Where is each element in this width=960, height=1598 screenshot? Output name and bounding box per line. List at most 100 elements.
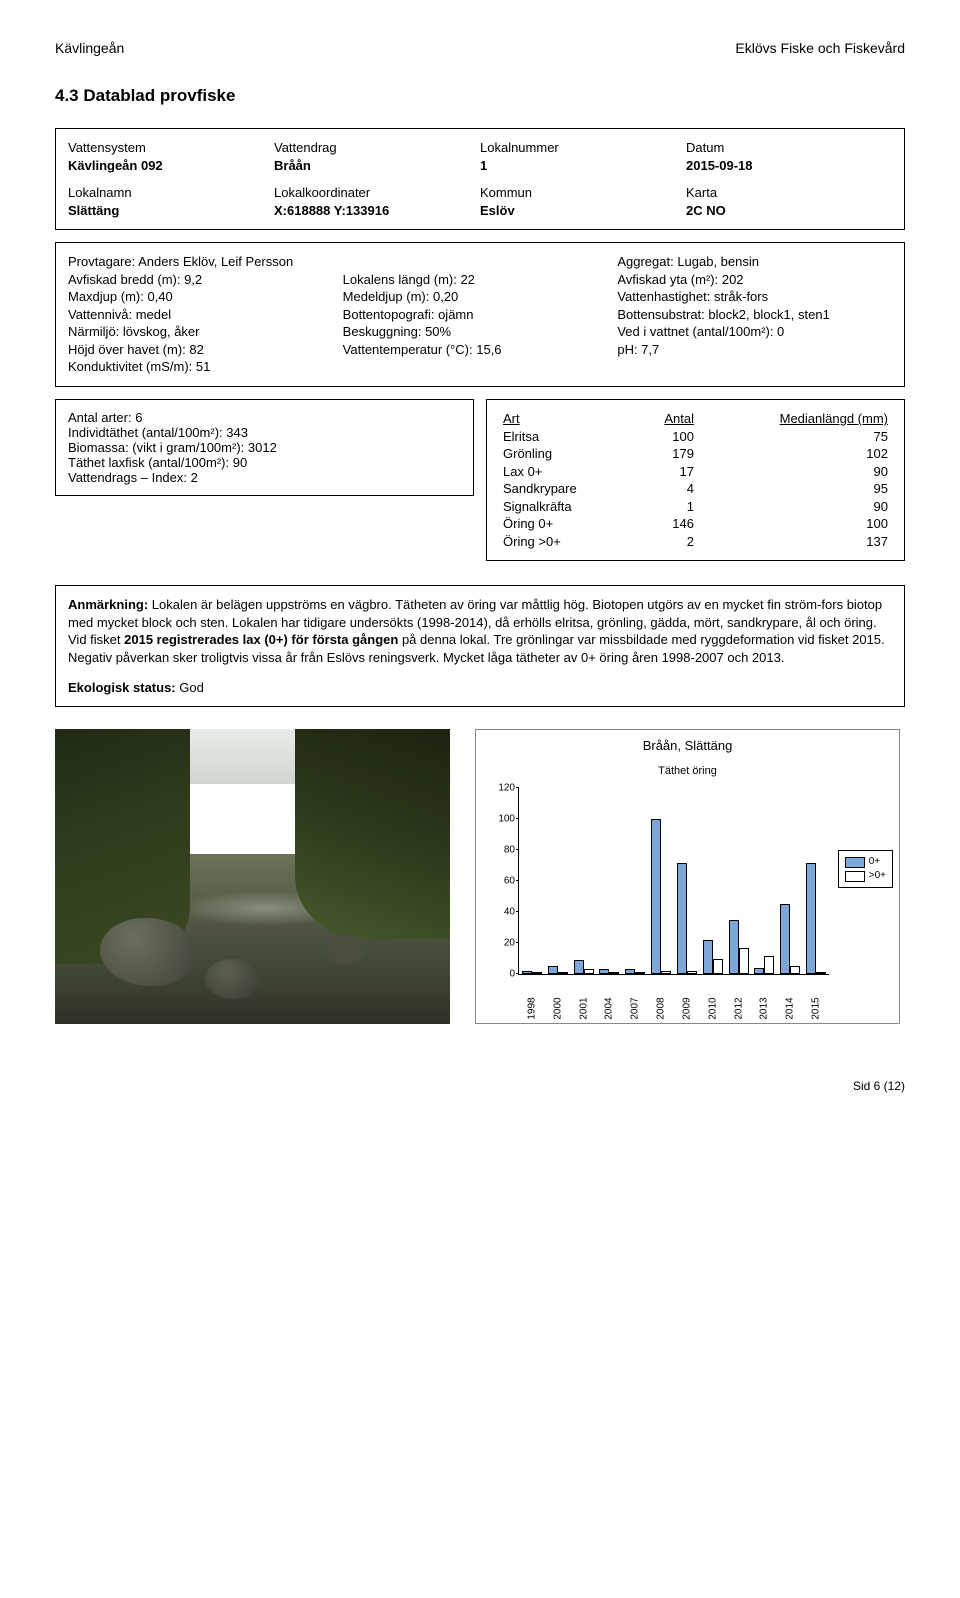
page-header: Kävlingeån Eklövs Fiske och Fiskevård <box>55 40 905 56</box>
bar-series0 <box>806 863 816 975</box>
label-kommun: Kommun <box>480 184 686 202</box>
val-lokalnamn: Slättäng <box>68 202 274 220</box>
bar-group: 2015 <box>803 788 829 974</box>
ytick-label: 40 <box>487 907 515 918</box>
status-label: Ekologisk status: <box>68 680 176 695</box>
label-vattendrag: Vattendrag <box>274 139 480 157</box>
cell-medianlangd: 90 <box>698 498 892 516</box>
col-medianlangd: Medianlängd (mm) <box>698 410 892 428</box>
metadata-box: Vattensystem Vattendrag Lokalnummer Datu… <box>55 128 905 230</box>
table-row: Lax 0+ 17 90 <box>499 463 892 481</box>
cell-antal: 2 <box>635 533 698 551</box>
bar-group: 2013 <box>751 788 777 974</box>
status-val: God <box>176 680 204 695</box>
val-vattendrag: Bråån <box>274 157 480 175</box>
konduktivitet: Konduktivitet (mS/m): 51 <box>68 358 343 376</box>
val-vattensystem: Kävlingeån 092 <box>68 157 274 175</box>
chart-title: Bråån, Slättäng <box>476 738 899 753</box>
cell-medianlangd: 100 <box>698 515 892 533</box>
label-lokalkoord: Lokalkoordinater <box>274 184 480 202</box>
narmiljo: Närmiljö: lövskog, åker <box>68 323 343 341</box>
x-label: 2010 <box>707 998 718 1020</box>
cell-antal: 179 <box>635 445 698 463</box>
aggregat: Aggregat: Lugab, bensin <box>617 253 892 271</box>
density-chart: Bråån, Slättäng Täthet öring 02040608010… <box>475 729 900 1024</box>
species-box: Art Antal Medianlängd (mm) Elritsa 100 7… <box>486 399 905 561</box>
bar-group: 2009 <box>674 788 700 974</box>
bar-group: 2000 <box>545 788 571 974</box>
bar-series0 <box>677 863 687 975</box>
cell-medianlangd: 102 <box>698 445 892 463</box>
ved-i-vattnet: Ved i vattnet (antal/100m²): 0 <box>617 323 892 341</box>
header-left: Kävlingeån <box>55 40 124 56</box>
bar-series1 <box>790 966 800 974</box>
bar-series0 <box>574 960 584 974</box>
legend-swatch-1 <box>845 871 865 882</box>
bar-series1 <box>764 956 774 975</box>
bar-series0 <box>780 904 790 974</box>
provtagare: Provtagare: Anders Eklöv, Leif Persson <box>68 253 617 271</box>
species-table: Art Antal Medianlängd (mm) Elritsa 100 7… <box>499 410 892 550</box>
summary-box: Antal arter: 6 Individtäthet (antal/100m… <box>55 399 474 496</box>
x-label: 2013 <box>759 998 770 1020</box>
bar-series0 <box>548 966 558 974</box>
bar-group: 2012 <box>726 788 752 974</box>
cell-art: Elritsa <box>499 428 635 446</box>
bar-series1 <box>713 959 723 975</box>
x-label: 2008 <box>656 998 667 1020</box>
val-kommun: Eslöv <box>480 202 686 220</box>
bar-series0 <box>599 969 609 974</box>
avfiskad-yta: Avfiskad yta (m²): 202 <box>617 271 892 289</box>
table-row: Grönling 179 102 <box>499 445 892 463</box>
bottentopografi: Bottentopografi: ojämn <box>343 306 618 324</box>
beskuggning: Beskuggning: 50% <box>343 323 618 341</box>
x-label: 2004 <box>604 998 615 1020</box>
col-art: Art <box>499 410 635 428</box>
x-label: 2007 <box>630 998 641 1020</box>
cell-art: Sandkrypare <box>499 480 635 498</box>
cell-medianlangd: 75 <box>698 428 892 446</box>
val-lokalkoord: X:618888 Y:133916 <box>274 202 480 220</box>
bar-group: 1998 <box>519 788 545 974</box>
antal-arter: Antal arter: 6 <box>68 410 461 425</box>
legend-label-1: >0+ <box>869 869 886 883</box>
vattenhastighet: Vattenhastighet: stråk-fors <box>617 288 892 306</box>
legend-swatch-0 <box>845 857 865 868</box>
label-lokalnamn: Lokalnamn <box>68 184 274 202</box>
cell-art: Signalkräfta <box>499 498 635 516</box>
chart-legend: 0+ >0+ <box>838 850 893 888</box>
bar-group: 2001 <box>571 788 597 974</box>
remark-bold2: 2015 registrerades lax (0+) för första g… <box>124 632 398 647</box>
cell-art: Grönling <box>499 445 635 463</box>
bottensubstrat: Bottensubstrat: block2, block1, sten1 <box>617 306 892 324</box>
bar-series0 <box>729 920 739 974</box>
cell-antal: 1 <box>635 498 698 516</box>
table-row: Öring 0+ 146 100 <box>499 515 892 533</box>
x-label: 2000 <box>552 998 563 1020</box>
biomassa: Biomassa: (vikt i gram/100m²): 3012 <box>68 440 461 455</box>
col-antal: Antal <box>635 410 698 428</box>
ytick-label: 20 <box>487 938 515 949</box>
parameters-box: Provtagare: Anders Eklöv, Leif PerssonAg… <box>55 242 905 387</box>
bar-group: 2010 <box>700 788 726 974</box>
bar-series0 <box>651 819 661 974</box>
ytick-label: 60 <box>487 876 515 887</box>
cell-art: Lax 0+ <box>499 463 635 481</box>
val-datum: 2015-09-18 <box>686 157 892 175</box>
ytick-label: 120 <box>487 783 515 794</box>
bar-series0 <box>522 971 532 974</box>
bar-series1 <box>816 972 826 974</box>
x-label: 2014 <box>785 998 796 1020</box>
x-label: 2001 <box>578 998 589 1020</box>
x-label: 1998 <box>526 998 537 1020</box>
tathet-laxfisk: Täthet laxfisk (antal/100m²): 90 <box>68 455 461 470</box>
remark-box: Anmärkning: Lokalen är belägen uppströms… <box>55 585 905 707</box>
bar-series1 <box>635 972 645 974</box>
vattentemp: Vattentemperatur (°C): 15,6 <box>343 341 618 359</box>
locale-photo <box>55 729 450 1024</box>
cell-art: Öring >0+ <box>499 533 635 551</box>
bar-group: 2004 <box>596 788 622 974</box>
page-footer: Sid 6 (12) <box>55 1079 905 1093</box>
cell-medianlangd: 95 <box>698 480 892 498</box>
table-row: Sandkrypare 4 95 <box>499 480 892 498</box>
